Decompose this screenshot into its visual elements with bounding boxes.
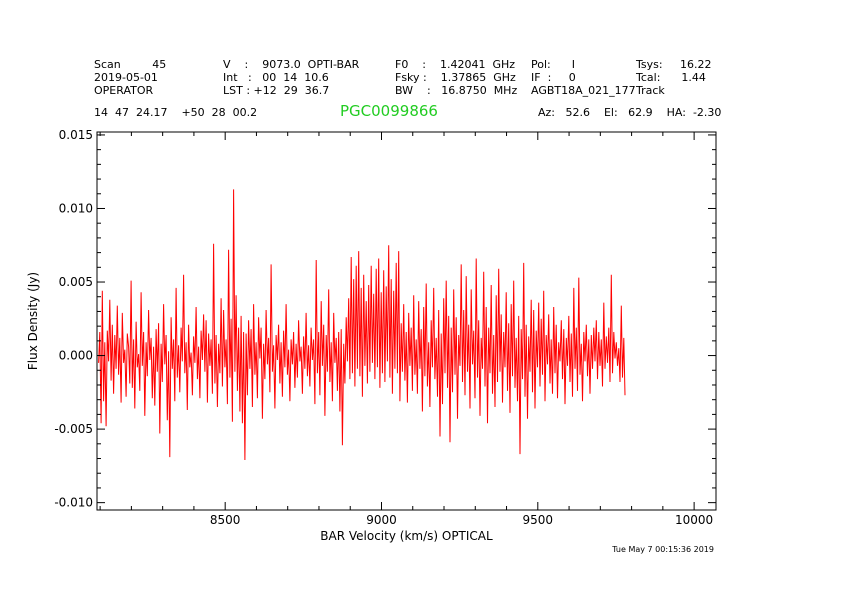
y-tick-label: 0.015 [59, 128, 93, 142]
header-mode: Track [636, 84, 665, 97]
y-tick-label: 0.010 [59, 201, 93, 215]
header-project: AGBT18A_021_177 [531, 84, 636, 97]
timestamp: Tue May 7 00:15:36 2019 [611, 545, 714, 554]
header-if: IF : 0 [531, 71, 576, 84]
spectrum-trace [98, 189, 626, 461]
header-operator: OPERATOR [94, 84, 154, 97]
y-tick-label: 0.000 [59, 349, 93, 363]
source-name: PGC0099866 [340, 102, 438, 120]
header-pointing: Az: 52.6 El: 62.9 HA: -2.30 [538, 106, 722, 119]
y-tick-label: -0.010 [54, 496, 93, 510]
header-bw: BW : 16.8750 MHz [395, 84, 518, 97]
header-lst: LST : +12 29 36.7 [223, 84, 330, 97]
header-tsys: Tsys: 16.22 [636, 58, 712, 71]
y-tick-label: 0.005 [59, 275, 93, 289]
header-fsky: Fsky : 1.37865 GHz [395, 71, 516, 84]
x-tick-label: 9500 [523, 513, 554, 527]
header-tcal: Tcal: 1.44 [636, 71, 706, 84]
header-scan: Scan 45 [94, 58, 167, 71]
header-f0: F0 : 1.42041 GHz [395, 58, 516, 71]
y-tick-label: -0.005 [54, 422, 93, 436]
header-date: 2019-05-01 [94, 71, 158, 84]
header-int: Int : 00 14 10.6 [223, 71, 329, 84]
x-axis-label: BAR Velocity (km/s) OPTICAL [320, 529, 493, 543]
x-tick-label: 8500 [210, 513, 241, 527]
x-tick-label: 10000 [675, 513, 713, 527]
x-tick-label: 9000 [366, 513, 397, 527]
header-pol: Pol: I [531, 58, 575, 71]
y-axis-label: Flux Density (Jy) [26, 272, 40, 370]
header-coordinates: 14 47 24.17 +50 28 00.2 [94, 106, 258, 119]
plot-frame [96, 131, 717, 511]
header-velocity: V : 9073.0 OPTI-BAR [223, 58, 360, 71]
